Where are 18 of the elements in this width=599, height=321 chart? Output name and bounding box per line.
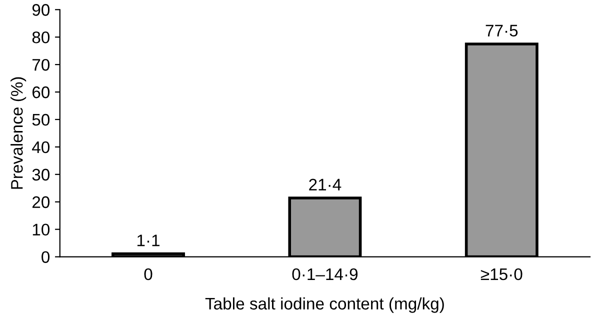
data-label: 21·4 bbox=[309, 178, 342, 190]
y-tick-label: 30 bbox=[32, 168, 50, 181]
y-tick-label: 10 bbox=[32, 224, 50, 236]
x-tick-label: 0 bbox=[144, 268, 152, 280]
y-tick-label: 60 bbox=[32, 86, 50, 98]
x-axis-title: Table salt iodine content (mg/kg) bbox=[205, 297, 444, 313]
y-axis-title: Prevalence (%) bbox=[10, 77, 26, 189]
y-tick-label: 80 bbox=[32, 31, 50, 44]
y-tick-label: 0 bbox=[42, 251, 50, 264]
y-tick-label: 70 bbox=[32, 58, 50, 71]
data-label: 77·5 bbox=[486, 24, 518, 36]
y-tick-label: 20 bbox=[32, 196, 50, 208]
y-tick-label: 50 bbox=[32, 114, 50, 126]
x-tick-label: ≥15·0 bbox=[480, 268, 522, 280]
y-tick-label: 40 bbox=[32, 141, 50, 154]
x-tick-label: 0·1–14·9 bbox=[292, 268, 358, 280]
data-label: 1·1 bbox=[137, 234, 160, 246]
y-tick-label: 90 bbox=[32, 4, 50, 16]
